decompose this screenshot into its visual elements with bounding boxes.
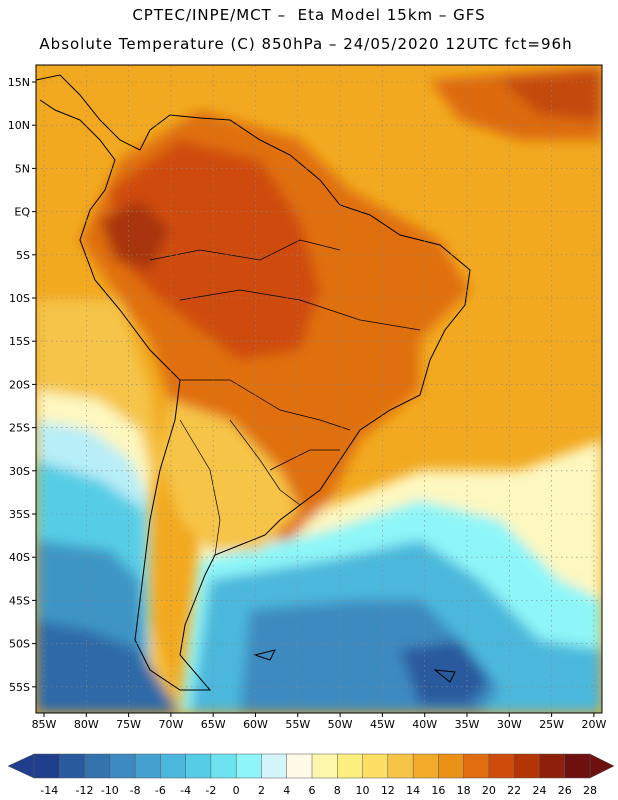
latitude-axis: 15N 10N 5N EQ 5S 10S 15S 20S 25S 30S 35S 40S 45S 50S 5… xyxy=(8,76,36,694)
lon-label-80w: 80W xyxy=(74,718,99,731)
colorbar-label: 20 xyxy=(482,784,496,797)
lat-label-35s: 35S xyxy=(9,508,30,521)
lat-label-eq: EQ xyxy=(14,206,30,219)
colorbar-label: -2 xyxy=(205,784,216,797)
colorbar-swatch xyxy=(311,753,338,779)
lon-label-40w: 40W xyxy=(412,718,437,731)
lon-label-65w: 65W xyxy=(201,718,226,731)
lat-label-50s: 50S xyxy=(9,638,30,651)
colorbar-swatch xyxy=(539,753,566,779)
lat-label-25s: 25S xyxy=(9,422,30,435)
colorbar-label: 22 xyxy=(507,784,521,797)
lon-label-35w: 35W xyxy=(455,718,480,731)
colorbar-label: 16 xyxy=(431,784,445,797)
lon-label-25w: 25W xyxy=(539,718,564,731)
colorbar-label: -12 xyxy=(76,784,94,797)
colorbar-label: 10 xyxy=(356,784,370,797)
lon-label-70w: 70W xyxy=(158,718,183,731)
lon-label-50w: 50W xyxy=(328,718,353,731)
map-title: CPTEC/INPE/MCT – Eta Model 15km – GFS xyxy=(132,6,486,24)
colorbar-label: 8 xyxy=(334,784,341,797)
longitude-axis: 85W 80W 75W 70W 65W 60W 55W 50W 45W 40W 35W 30W 25W 2… xyxy=(32,713,606,731)
colorbar-label: 18 xyxy=(457,784,471,797)
lat-label-40s: 40S xyxy=(9,551,30,564)
colorbar-swatch xyxy=(337,753,364,779)
colorbar-label: -4 xyxy=(180,784,191,797)
lat-label-45s: 45S xyxy=(9,594,30,607)
colorbar-label: 2 xyxy=(258,784,265,797)
colorbar-label: 24 xyxy=(532,784,546,797)
lat-label-55s: 55S xyxy=(9,681,30,694)
lat-label-20s: 20S xyxy=(9,378,30,391)
colorbar-swatch xyxy=(513,753,541,779)
lat-label-5s: 5S xyxy=(16,249,30,262)
colorbar-label: 26 xyxy=(558,784,572,797)
map-subtitle: Absolute Temperature (C) 850hPa – 24/05/… xyxy=(39,35,573,53)
colorbar-swatch xyxy=(488,753,515,779)
colorbar-swatch xyxy=(438,753,465,779)
colorbar-swatch xyxy=(84,753,111,779)
lat-label-5n: 5N xyxy=(15,162,30,175)
colorbar-swatch xyxy=(261,753,288,779)
colorbar-min-arrow xyxy=(7,753,35,779)
temperature-field xyxy=(36,65,602,713)
colorbar-swatch xyxy=(387,753,414,779)
colorbar-label: 14 xyxy=(406,784,420,797)
colorbar-label: -8 xyxy=(130,784,141,797)
lon-label-45w: 45W xyxy=(370,718,395,731)
colorbar-swatch xyxy=(235,753,263,779)
coastlines xyxy=(36,74,471,691)
lat-label-10n: 10N xyxy=(8,119,30,132)
colorbar-swatch xyxy=(412,753,439,779)
colorbar-label: 0 xyxy=(233,784,240,797)
colorbar-swatch xyxy=(463,753,490,779)
colorbar-swatch xyxy=(286,753,313,779)
lon-label-20w: 20W xyxy=(581,718,606,731)
lon-label-30w: 30W xyxy=(497,718,522,731)
country-borders xyxy=(149,239,421,556)
colorbar-label: 12 xyxy=(381,784,395,797)
lat-label-15s: 15S xyxy=(9,335,30,348)
colorbar: -14 -12 -10 -8 -6 -4 -2 0 2 4 6 8 10 12 14 16 18 20 22 24 26… xyxy=(7,753,615,797)
colorbar-max-arrow xyxy=(589,753,615,779)
lon-label-55w: 55W xyxy=(285,718,310,731)
colorbar-label: 28 xyxy=(583,784,597,797)
colorbar-label: 6 xyxy=(309,784,316,797)
colorbar-swatch xyxy=(59,753,86,779)
colorbar-label: -6 xyxy=(155,784,166,797)
lat-label-30s: 30S xyxy=(9,465,30,478)
lat-label-10s: 10S xyxy=(9,292,30,305)
lat-label-15n: 15N xyxy=(8,76,30,89)
colorbar-swatch xyxy=(33,753,60,779)
colorbar-swatch xyxy=(564,753,591,779)
colorbar-swatch xyxy=(109,753,136,779)
colorbar-label: -14 xyxy=(40,784,58,797)
map-frame xyxy=(35,64,603,714)
colorbar-swatch xyxy=(362,753,389,779)
colorbar-label: -10 xyxy=(101,784,119,797)
colorbar-swatch xyxy=(210,753,237,779)
lon-label-60w: 60W xyxy=(243,718,268,731)
lat-lon-grid xyxy=(36,65,602,713)
colorbar-label: 4 xyxy=(283,784,290,797)
lon-label-85w: 85W xyxy=(32,718,57,731)
colorbar-swatch xyxy=(134,753,161,779)
lon-label-75w: 75W xyxy=(116,718,141,731)
colorbar-swatch xyxy=(185,753,212,779)
colorbar-swatch xyxy=(160,753,187,779)
